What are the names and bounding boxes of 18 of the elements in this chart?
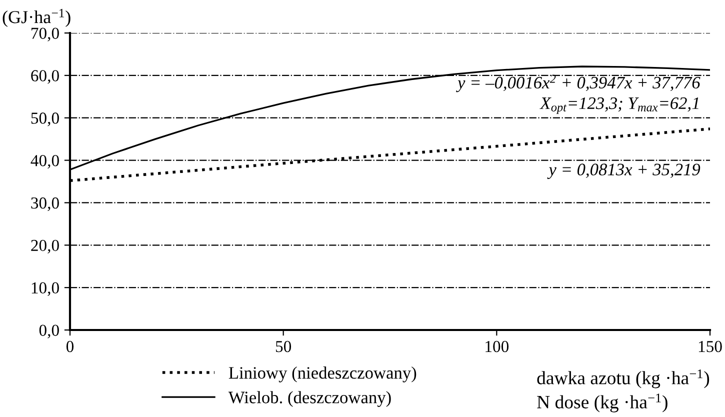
- y-tick-label: 30,0: [31, 197, 59, 212]
- y-tick-label: 60,0: [31, 70, 59, 84]
- y-axis-title: (GJ·ha$^{−1}$): [2, 8, 70, 27]
- annotation: y = 0,0813x + 35,219: [547, 164, 700, 179]
- y-tick-label: 50,0: [31, 112, 59, 126]
- x-tick-label: 0: [66, 340, 74, 352]
- legend-label: Liniowy (niedeszczowany): [228, 366, 416, 382]
- y-tick-label: 20,0: [31, 240, 59, 254]
- y-tick-label: 0,0: [39, 324, 59, 338]
- legend-label: Wielob. (deszczowany): [228, 391, 391, 407]
- text: dawka azotu (kg ·ha$^{−1}$) N dose (kg ·ha$^{−1}$): [537, 369, 710, 412]
- y-tick-label: 70,0: [32, 28, 59, 42]
- annotation: X$_{opt}$=123,3; Y$_{max}$=62,1: [540, 97, 698, 114]
- y-tick-label: 10,0: [32, 282, 59, 296]
- x-tick-label: 150: [698, 340, 722, 352]
- x-tick-label: 50: [276, 340, 292, 352]
- y-tick-label: 40,0: [30, 154, 59, 169]
- x-tick-label: 100: [486, 340, 509, 352]
